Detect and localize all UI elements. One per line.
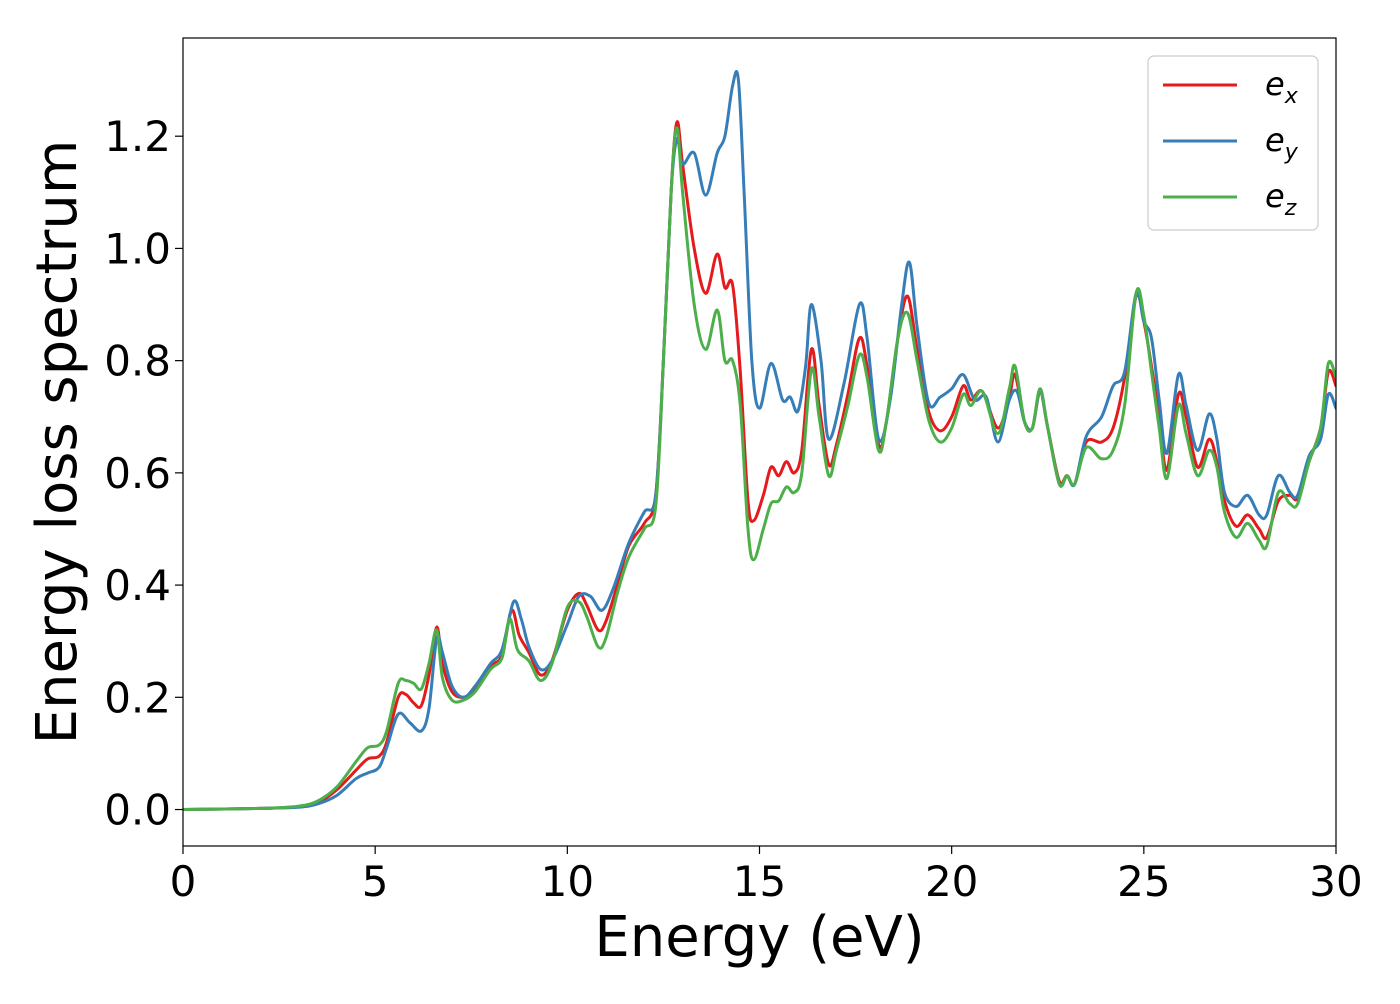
x-tick-label: 0 — [170, 857, 197, 906]
x-tick-label: 20 — [925, 857, 978, 906]
series-line-e-y — [183, 70, 1336, 811]
x-tick-label: 25 — [1117, 857, 1170, 906]
series-layer — [183, 70, 1336, 811]
y-axis: 0.0 0.2 0.4 0.6 0.8 1.0 1.2 — [104, 112, 183, 835]
y-tick-label: 0.6 — [104, 449, 171, 498]
series-line-e-x — [183, 120, 1336, 811]
x-tick-label: 30 — [1309, 857, 1362, 906]
x-axis: 0 5 10 15 20 25 30 — [170, 846, 1363, 906]
y-tick-label: 0.4 — [104, 561, 171, 610]
y-axis-title: Energy loss spectrum — [25, 140, 90, 745]
x-axis-title: Energy (eV) — [594, 905, 924, 970]
y-tick-label: 1.0 — [104, 224, 171, 273]
y-tick-label: 0.2 — [104, 673, 171, 722]
x-tick-label: 5 — [362, 857, 389, 906]
series-line-e-z — [183, 126, 1336, 811]
x-tick-label: 10 — [541, 857, 594, 906]
y-tick-label: 0.0 — [104, 786, 171, 835]
x-tick-label: 15 — [733, 857, 786, 906]
y-tick-label: 1.2 — [104, 112, 171, 161]
legend-label-e-z: ez — [1265, 177, 1297, 221]
y-tick-label: 0.8 — [104, 337, 171, 386]
legend-label-e-y: ey — [1265, 121, 1299, 165]
legend: ex ey ez — [1147, 55, 1319, 231]
legend-label-e-x: ex — [1265, 65, 1299, 109]
legend-box — [1147, 55, 1319, 231]
